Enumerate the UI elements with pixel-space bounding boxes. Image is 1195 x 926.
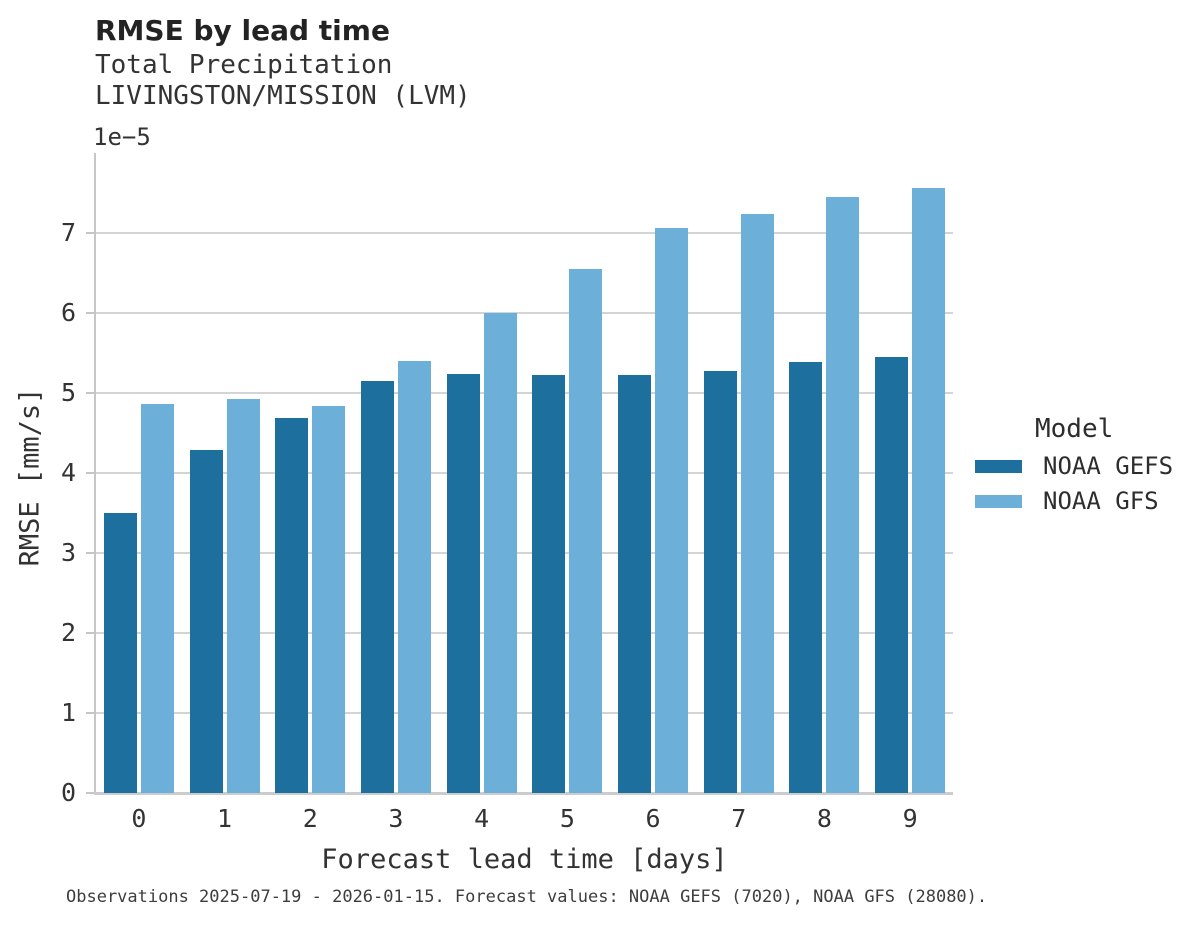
y-tick-label-7: 7 — [60, 218, 76, 247]
x-tick-label-3: 3 — [388, 804, 404, 833]
y-tick-7 — [86, 232, 94, 234]
y-tick-5 — [86, 392, 94, 394]
bar-noaa-gfs-day-3 — [397, 361, 431, 793]
y-tick-2 — [86, 632, 94, 634]
bar-noaa-gefs-day-9 — [875, 357, 909, 793]
caption: Observations 2025-07-19 - 2026-01-15. Fo… — [66, 887, 988, 907]
x-tick-label-4: 4 — [474, 804, 490, 833]
x-tick-label-8: 8 — [816, 804, 832, 833]
chart-title: RMSE by lead time — [95, 14, 390, 47]
bar-noaa-gfs-day-5 — [569, 269, 603, 793]
gridline-y-4 — [96, 472, 953, 474]
bar-noaa-gfs-day-1 — [226, 399, 260, 793]
chart-subtitle-station: LIVINGSTON/MISSION (LVM) — [95, 81, 471, 111]
y-axis-spine — [94, 153, 96, 793]
bar-noaa-gefs-day-1 — [189, 449, 223, 793]
bar-noaa-gfs-day-4 — [483, 313, 517, 793]
y-tick-label-5: 5 — [60, 378, 76, 407]
x-tick-label-6: 6 — [645, 804, 661, 833]
y-tick-label-1: 1 — [60, 698, 76, 727]
bar-noaa-gefs-day-5 — [532, 374, 566, 793]
legend-entry-noaa-gfs: NOAA GFS — [975, 489, 1173, 514]
y-axis-offset-label: 1e−5 — [93, 123, 151, 151]
gridline-y-2 — [96, 632, 953, 634]
bar-noaa-gfs-day-7 — [740, 213, 774, 793]
bar-noaa-gfs-day-9 — [912, 188, 946, 793]
gridline-y-7 — [96, 232, 953, 234]
y-tick-label-4: 4 — [60, 458, 76, 487]
gridline-y-5 — [96, 392, 953, 394]
x-tick-label-9: 9 — [902, 804, 918, 833]
gridline-y-6 — [96, 312, 953, 314]
plot-area: 0 1 2 3 4 5 6 7 0 1 2 3 4 5 6 7 8 9 — [61, 153, 953, 832]
bar-noaa-gefs-day-3 — [360, 381, 394, 793]
y-tick-label-3: 3 — [60, 538, 76, 567]
chart-subtitle-variable: Total Precipitation — [95, 50, 393, 80]
y-tick-label-6: 6 — [60, 298, 76, 327]
x-tick-label-7: 7 — [731, 804, 747, 833]
y-tick-label-2: 2 — [60, 618, 76, 647]
x-axis-spine — [94, 792, 953, 795]
bar-noaa-gefs-day-7 — [703, 370, 737, 793]
legend-entry-noaa-gefs: NOAA GEFS — [975, 454, 1173, 479]
legend-title: Model — [1035, 414, 1114, 444]
bar-noaa-gefs-day-6 — [618, 374, 652, 793]
y-tick-1 — [86, 712, 94, 714]
y-tick-6 — [86, 312, 94, 314]
legend-swatch-noaa-gefs — [975, 460, 1022, 473]
legend: Model NOAA GEFS NOAA GFS — [975, 414, 1173, 524]
y-tick-3 — [86, 552, 94, 554]
legend-swatch-noaa-gfs — [975, 495, 1022, 508]
bar-noaa-gfs-day-2 — [312, 405, 346, 793]
x-tick-label-1: 1 — [217, 804, 233, 833]
x-tick-label-2: 2 — [302, 804, 318, 833]
bar-noaa-gfs-day-6 — [655, 228, 689, 793]
y-tick-label-0: 0 — [60, 778, 76, 807]
bar-noaa-gfs-day-0 — [140, 404, 174, 793]
x-tick-label-5: 5 — [559, 804, 575, 833]
bar-noaa-gefs-day-8 — [789, 361, 823, 793]
y-tick-4 — [86, 472, 94, 474]
bar-noaa-gefs-day-4 — [446, 373, 480, 793]
bar-noaa-gfs-day-8 — [826, 197, 860, 793]
y-tick-0 — [86, 792, 94, 794]
gridline-y-1 — [96, 712, 953, 714]
x-tick-label-0: 0 — [131, 804, 147, 833]
bar-noaa-gefs-day-0 — [103, 513, 137, 793]
x-axis-title: Forecast lead time [days] — [321, 844, 728, 875]
legend-label-noaa-gefs: NOAA GEFS — [1043, 452, 1174, 480]
bar-noaa-gefs-day-2 — [275, 417, 309, 793]
gridline-y-3 — [96, 552, 953, 554]
legend-label-noaa-gfs: NOAA GFS — [1043, 487, 1159, 515]
